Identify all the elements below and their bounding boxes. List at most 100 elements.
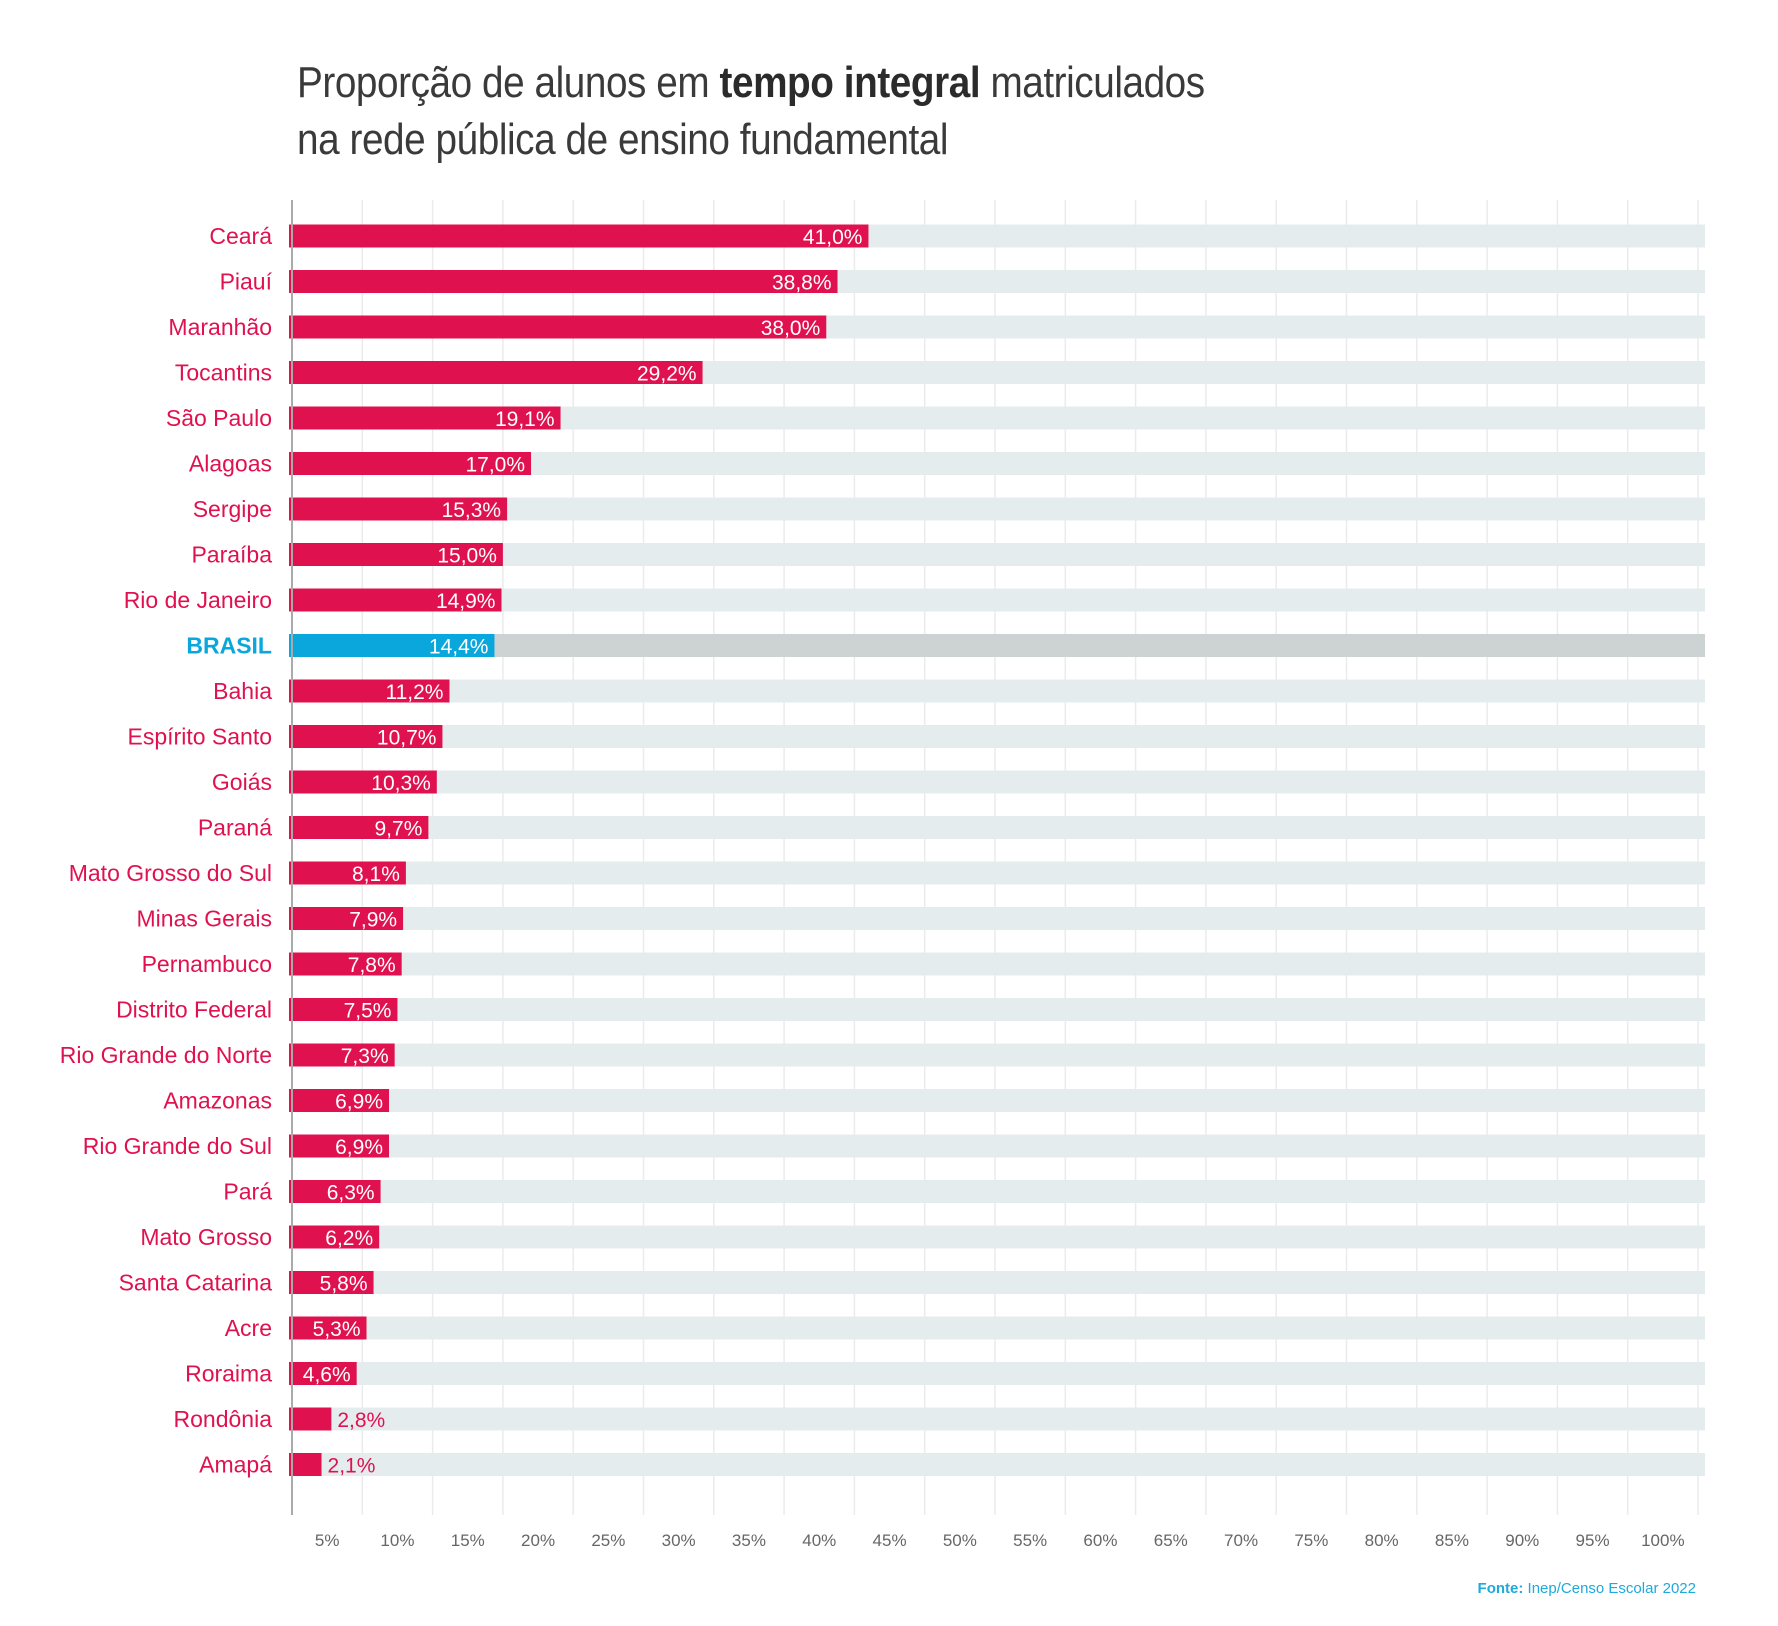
data-label: 15,0% <box>437 545 497 568</box>
data-label: 19,1% <box>495 408 555 431</box>
bar <box>289 725 443 748</box>
bar-track <box>289 1089 1705 1112</box>
bar <box>289 361 703 384</box>
bar-track <box>289 1225 1705 1249</box>
data-label: 7,9% <box>349 909 397 932</box>
category-label: Bahia <box>213 678 272 704</box>
category-label: São Paulo <box>166 405 272 431</box>
category-label: Rio Grande do Sul <box>83 1133 272 1159</box>
bars: Ceará 41,0% Piauí 38,8% Maranhão 38,0% Tocanti… <box>60 223 1705 1478</box>
bar-track <box>289 998 1705 1021</box>
bar <box>289 1134 390 1158</box>
bar-track <box>289 406 1705 430</box>
bar-track <box>289 725 1705 748</box>
x-tick-label: 70% <box>1224 1531 1258 1550</box>
category-label: BRASIL <box>186 633 272 659</box>
data-label: 11,2% <box>385 681 443 704</box>
bar-track <box>289 679 1705 703</box>
bar <box>289 1316 367 1340</box>
category-label: Minas Gerais <box>137 906 272 932</box>
bar <box>289 634 495 657</box>
category-label: Distrito Federal <box>116 997 272 1023</box>
data-label: 6,2% <box>325 1227 373 1250</box>
x-tick-label: 30% <box>662 1531 696 1550</box>
x-tick-label: 55% <box>1013 1531 1047 1550</box>
bar <box>289 1089 390 1112</box>
data-label: 38,8% <box>772 272 832 295</box>
title-bold: tempo integral <box>719 58 981 107</box>
source-text: Inep/Censo Escolar 2022 <box>1523 1580 1696 1597</box>
category-label: Paraná <box>198 815 272 841</box>
bar-track <box>289 452 1705 475</box>
x-tick-label: 45% <box>873 1531 907 1550</box>
data-label: 5,8% <box>320 1273 368 1296</box>
bar <box>289 952 402 976</box>
x-tick-label: 50% <box>943 1531 977 1550</box>
data-label: 7,8% <box>348 954 396 977</box>
x-tick-label: 85% <box>1435 1531 1469 1550</box>
data-label: 38,0% <box>761 317 821 340</box>
data-label: 5,3% <box>313 1318 361 1341</box>
data-label: 9,7% <box>375 818 423 841</box>
data-label: 41,0% <box>803 226 863 249</box>
category-label: Espírito Santo <box>128 724 272 750</box>
bar <box>289 452 532 475</box>
bar <box>289 770 437 794</box>
bar <box>289 998 398 1021</box>
data-label: 6,9% <box>335 1091 383 1114</box>
x-axis-ticks: 5% 10% 15% 20% 25% 30% 35% 40% 45% 50% 55% 60% 65% 70… <box>315 1531 1685 1550</box>
source-note: Fonte: Inep/Censo Escolar 2022 <box>1478 1580 1696 1597</box>
x-tick-label: 40% <box>802 1531 836 1550</box>
category-label: Piauí <box>220 269 273 295</box>
bar <box>289 543 503 566</box>
bar <box>289 315 827 339</box>
bar <box>289 816 429 839</box>
chart-title: Proporção de alunos em tempo integral ma… <box>297 54 1205 168</box>
x-tick-label: 10% <box>380 1531 414 1550</box>
x-tick-label: 100% <box>1641 1531 1684 1550</box>
category-label: Pernambuco <box>142 951 272 977</box>
bar-track <box>289 497 1705 521</box>
x-tick-label: 35% <box>732 1531 766 1550</box>
data-label: 29,2% <box>637 363 697 386</box>
x-tick-label: 80% <box>1365 1531 1399 1550</box>
category-label: Goiás <box>212 769 272 795</box>
x-tick-label: 20% <box>521 1531 555 1550</box>
category-label: Mato Grosso <box>140 1224 272 1250</box>
bar-track <box>289 1362 1705 1385</box>
category-label: Amazonas <box>163 1088 272 1114</box>
bar-track <box>289 1316 1705 1340</box>
bar <box>289 1180 381 1203</box>
bar <box>289 679 450 703</box>
bar <box>289 588 502 612</box>
bar <box>289 861 406 885</box>
data-label: 15,3% <box>442 499 502 522</box>
bar-track <box>289 1180 1705 1203</box>
data-label: 2,1% <box>328 1455 376 1478</box>
x-tick-label: 90% <box>1505 1531 1539 1550</box>
title-part2: matriculados <box>980 58 1205 107</box>
category-label: Tocantins <box>175 360 272 386</box>
bar <box>289 406 561 430</box>
data-label: 14,4% <box>429 636 489 659</box>
bar-track <box>289 543 1705 566</box>
data-label: 6,9% <box>335 1136 383 1159</box>
data-label: 7,3% <box>341 1045 389 1068</box>
bar-track <box>289 770 1705 794</box>
bar <box>289 907 404 930</box>
bar <box>289 270 838 293</box>
data-label: 14,9% <box>436 590 496 613</box>
x-tick-label: 25% <box>591 1531 625 1550</box>
category-label: Rio de Janeiro <box>124 587 272 613</box>
bar-track <box>289 634 1705 657</box>
bar-track <box>289 907 1705 930</box>
bar <box>289 1453 322 1476</box>
x-tick-label: 5% <box>315 1531 340 1550</box>
bar <box>289 224 869 248</box>
category-label: Roraima <box>185 1361 272 1387</box>
bar-track <box>289 1043 1705 1067</box>
category-label: Rio Grande do Norte <box>60 1042 272 1068</box>
category-label: Maranhão <box>168 314 272 340</box>
x-tick-label: 75% <box>1294 1531 1328 1550</box>
